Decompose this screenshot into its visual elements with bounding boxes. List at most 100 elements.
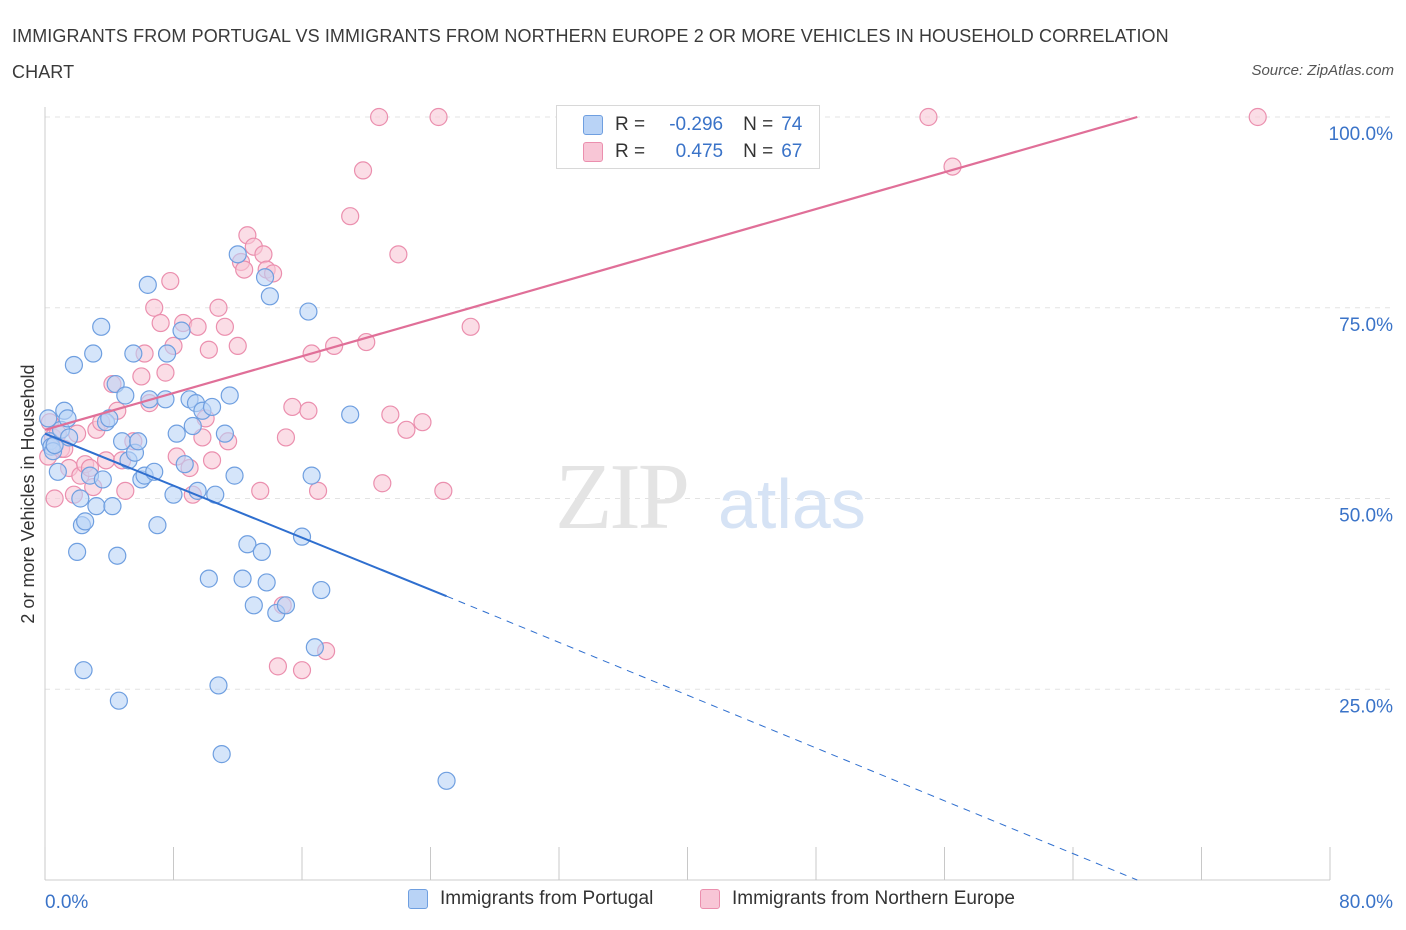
point-portugal: [108, 546, 127, 565]
stats-r-label: R =: [615, 114, 646, 135]
watermark-atlas: atlas: [718, 465, 866, 543]
legend-swatch-northern: [700, 889, 720, 909]
axes: [44, 107, 1331, 881]
point-portugal: [148, 516, 167, 535]
point-northern: [299, 401, 318, 420]
point-portugal: [183, 416, 202, 436]
point-portugal: [215, 424, 234, 443]
point-portugal: [39, 409, 58, 428]
point-portugal: [109, 691, 128, 710]
stats-swatch-portugal: [583, 115, 603, 135]
trend-northern: [44, 115, 1138, 431]
point-northern: [357, 332, 376, 352]
point-northern: [188, 317, 207, 336]
legend-label-portugal: Immigrants from Portugal: [440, 888, 654, 909]
stats-r-label: R =: [615, 141, 646, 162]
point-northern: [156, 363, 175, 382]
point-northern: [116, 481, 135, 500]
y-tick-label: 100.0%: [1329, 124, 1394, 145]
watermark: ZIP atlas: [555, 445, 866, 549]
point-portugal: [157, 344, 177, 363]
point-northern: [202, 451, 222, 470]
point-northern: [209, 298, 228, 317]
point-portugal: [92, 317, 111, 336]
point-portugal: [255, 268, 275, 287]
point-northern: [251, 481, 270, 500]
y-tick-label: 50.0%: [1339, 506, 1393, 527]
point-northern: [353, 161, 373, 180]
point-portugal: [260, 287, 279, 306]
legend-item-portugal[interactable]: Immigrants from Portugal: [408, 888, 653, 910]
stats-r-northern: 0.475: [675, 141, 724, 162]
y-axis-label: 2 or more Vehicles in Household: [18, 364, 38, 623]
point-northern: [151, 313, 170, 333]
trend-portugal-extension: [446, 595, 1138, 881]
point-portugal: [220, 386, 239, 405]
point-portugal: [188, 481, 207, 500]
point-portugal: [238, 535, 257, 554]
point-northern: [389, 245, 408, 264]
point-northern: [434, 481, 453, 500]
point-portugal: [302, 466, 321, 485]
stats-n-portugal: 74: [781, 114, 803, 135]
point-northern: [45, 489, 64, 508]
point-northern: [341, 207, 360, 226]
point-northern: [308, 481, 328, 500]
point-portugal: [167, 424, 186, 443]
point-portugal: [71, 489, 90, 508]
point-portugal: [202, 397, 222, 417]
point-portugal: [252, 542, 271, 562]
point-portugal: [129, 432, 148, 451]
point-northern: [215, 317, 234, 336]
point-portugal: [312, 580, 331, 600]
point-portugal: [124, 344, 143, 363]
point-northern: [461, 317, 480, 336]
point-portugal: [199, 569, 218, 588]
point-portugal: [100, 409, 119, 428]
stats-r-portugal: -0.296: [669, 114, 724, 135]
point-portugal: [172, 321, 191, 340]
point-portugal: [305, 638, 324, 657]
point-northern: [145, 298, 164, 317]
point-portugal: [64, 355, 84, 375]
point-northern: [370, 107, 389, 127]
point-portugal: [138, 275, 157, 294]
stats-row-portugal: R = -0.296 N = 74: [583, 112, 802, 138]
y-tick-label: 25.0%: [1339, 696, 1393, 717]
point-portugal: [233, 569, 252, 588]
point-northern: [1248, 107, 1267, 127]
point-northern: [283, 397, 302, 417]
point-northern: [429, 107, 448, 127]
point-portugal: [48, 462, 67, 481]
point-portugal: [68, 542, 87, 562]
point-northern: [381, 405, 400, 424]
point-portugal: [212, 745, 231, 764]
point-northern: [397, 420, 416, 439]
legend-item-northern[interactable]: Immigrants from Northern Europe: [700, 888, 1015, 910]
point-portugal: [257, 573, 276, 592]
point-portugal: [87, 497, 106, 516]
chart-title: IMMIGRANTS FROM PORTUGAL VS IMMIGRANTS F…: [12, 26, 1169, 82]
point-northern: [919, 107, 938, 127]
point-northern: [373, 474, 392, 493]
y-tick-label: 75.0%: [1339, 315, 1393, 336]
stats-swatch-northern: [583, 142, 603, 162]
x-tick-label-max: 80.0%: [1339, 892, 1393, 913]
source-label: Source: ZipAtlas.com: [1251, 62, 1394, 79]
point-portugal: [93, 470, 112, 489]
point-portugal: [74, 661, 93, 680]
point-portugal: [228, 245, 247, 264]
stats-n-northern: 67: [781, 141, 803, 162]
stats-n-label: N =: [743, 141, 774, 162]
point-portugal: [225, 466, 244, 485]
point-northern: [235, 260, 254, 279]
point-portugal: [209, 676, 228, 695]
point-northern: [161, 271, 180, 291]
point-northern: [228, 336, 247, 355]
point-portugal: [103, 497, 122, 516]
portugal-points: [39, 245, 456, 790]
point-portugal: [175, 455, 194, 474]
point-portugal: [299, 302, 318, 321]
trend-portugal: [44, 432, 447, 598]
